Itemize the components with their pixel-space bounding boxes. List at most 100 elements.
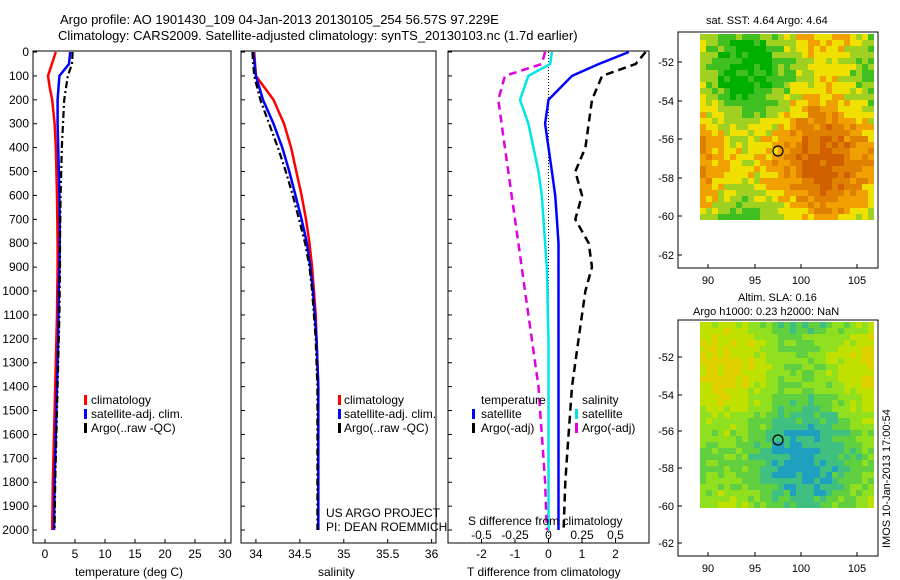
legend-label-argo: Argo(..raw -QC) bbox=[344, 421, 429, 435]
map-cell bbox=[832, 340, 838, 346]
map-cell bbox=[856, 412, 862, 418]
map-cell bbox=[832, 388, 838, 394]
map-cell bbox=[706, 352, 712, 358]
map-cell bbox=[784, 328, 790, 334]
depth-tick-label: 700 bbox=[9, 212, 29, 226]
map-cell bbox=[724, 88, 730, 94]
map-cell bbox=[742, 322, 748, 328]
map-cell bbox=[724, 52, 730, 58]
map-cell bbox=[730, 352, 736, 358]
map-cell bbox=[700, 370, 706, 376]
map-cell bbox=[802, 346, 808, 352]
header-line-1: Argo profile: AO 1901430_109 04-Jan-2013… bbox=[60, 12, 499, 27]
map-cell bbox=[790, 82, 796, 88]
difference-x-label: T difference from climatology bbox=[467, 565, 621, 579]
map-cell bbox=[844, 112, 850, 118]
map-cell bbox=[808, 436, 814, 442]
map-cell bbox=[784, 136, 790, 142]
map-cell bbox=[826, 448, 832, 454]
map-cell bbox=[832, 334, 838, 340]
map-cell bbox=[808, 322, 814, 328]
map-cell bbox=[790, 430, 796, 436]
map-cell bbox=[796, 322, 802, 328]
map-cell bbox=[718, 214, 724, 220]
map-cell bbox=[736, 418, 742, 424]
map-cell bbox=[700, 466, 706, 472]
map-cell bbox=[712, 472, 718, 478]
map-cell bbox=[808, 118, 814, 124]
map-cell bbox=[748, 442, 754, 448]
map-cell bbox=[832, 442, 838, 448]
map-cell bbox=[748, 88, 754, 94]
legend-swatch-argo bbox=[338, 423, 341, 433]
depth-tick-label: 1400 bbox=[2, 380, 29, 394]
map-cell bbox=[712, 388, 718, 394]
map-cell bbox=[706, 442, 712, 448]
map-cell bbox=[754, 394, 760, 400]
lon-tick-label: 105 bbox=[848, 275, 866, 287]
map-cell bbox=[868, 172, 874, 178]
map-cell bbox=[784, 490, 790, 496]
map-cell bbox=[832, 190, 838, 196]
map-cell bbox=[724, 472, 730, 478]
map-cell bbox=[796, 334, 802, 340]
map-cell bbox=[778, 454, 784, 460]
map-cell bbox=[712, 490, 718, 496]
map-cell bbox=[754, 430, 760, 436]
map-cell bbox=[850, 484, 856, 490]
map-cell bbox=[796, 364, 802, 370]
map-cell bbox=[826, 376, 832, 382]
map-cell bbox=[856, 202, 862, 208]
map-cell bbox=[856, 118, 862, 124]
map-cell bbox=[814, 352, 820, 358]
map-cell bbox=[850, 436, 856, 442]
map-cell bbox=[760, 208, 766, 214]
map-cell bbox=[826, 208, 832, 214]
map-cell bbox=[862, 502, 868, 508]
map-cell bbox=[718, 358, 724, 364]
map-cell bbox=[700, 196, 706, 202]
map-cell bbox=[706, 40, 712, 46]
map-cell bbox=[766, 418, 772, 424]
map-cell bbox=[826, 502, 832, 508]
map-cell bbox=[784, 184, 790, 190]
map-cell bbox=[820, 124, 826, 130]
map-cell bbox=[844, 124, 850, 130]
depth-tick-label: 1500 bbox=[2, 404, 29, 418]
map-cell bbox=[736, 484, 742, 490]
map-cell bbox=[700, 484, 706, 490]
map-cell bbox=[838, 406, 844, 412]
map-cell bbox=[820, 214, 826, 220]
map-cell bbox=[856, 340, 862, 346]
map-cell bbox=[712, 154, 718, 160]
map-cell bbox=[706, 484, 712, 490]
map-cell bbox=[826, 100, 832, 106]
map-cell bbox=[754, 46, 760, 52]
map-cell bbox=[742, 430, 748, 436]
map-cell bbox=[856, 490, 862, 496]
map-cell bbox=[736, 142, 742, 148]
map-cell bbox=[808, 376, 814, 382]
map-cell bbox=[856, 160, 862, 166]
map-cell bbox=[736, 208, 742, 214]
map-cell bbox=[736, 490, 742, 496]
map-cell bbox=[844, 406, 850, 412]
map-cell bbox=[784, 64, 790, 70]
map-cell bbox=[814, 472, 820, 478]
map-cell bbox=[742, 358, 748, 364]
map-cell bbox=[868, 34, 874, 40]
map-cell bbox=[730, 142, 736, 148]
map-cell bbox=[778, 196, 784, 202]
map-cell bbox=[808, 352, 814, 358]
depth-tick-label: 1700 bbox=[2, 451, 29, 465]
map-cell bbox=[832, 118, 838, 124]
map-cell bbox=[850, 394, 856, 400]
map-cell bbox=[868, 100, 874, 106]
map-cell bbox=[796, 436, 802, 442]
map-cell bbox=[832, 448, 838, 454]
map-cell bbox=[700, 478, 706, 484]
map-cell bbox=[700, 166, 706, 172]
map-cell bbox=[778, 70, 784, 76]
map-cell bbox=[700, 400, 706, 406]
map-cell bbox=[826, 340, 832, 346]
